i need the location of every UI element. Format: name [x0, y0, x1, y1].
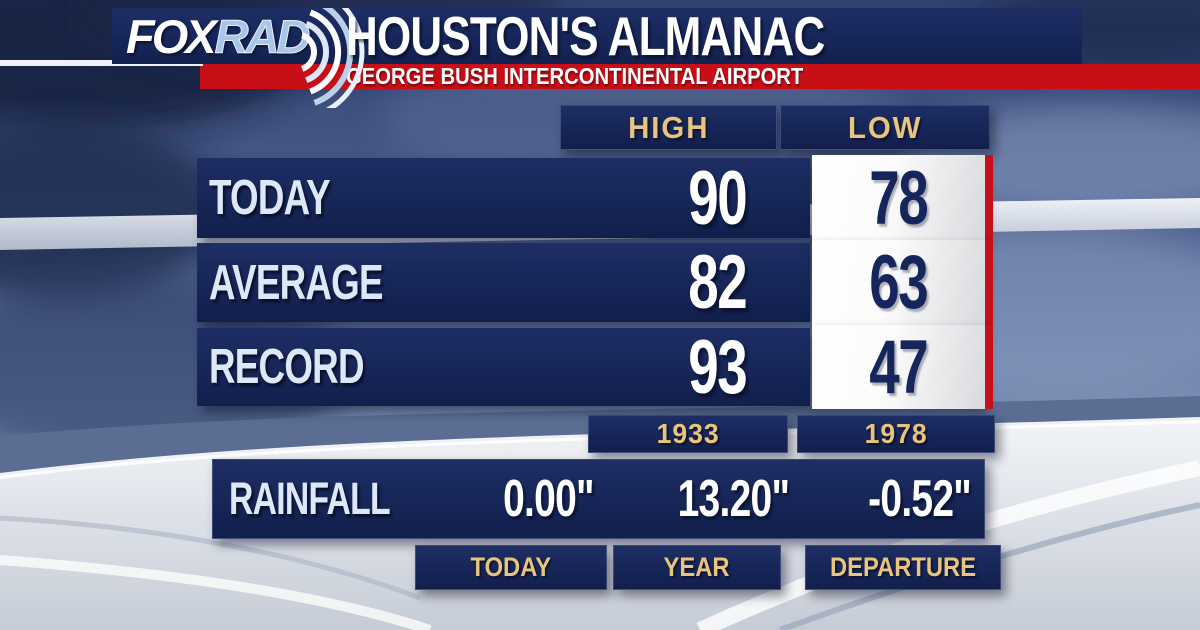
average-high-value: 82 [687, 240, 747, 325]
today-low-value: 78 [869, 155, 928, 241]
record-high-year-box: 1933 [588, 415, 788, 453]
record-high-value: 93 [687, 324, 747, 410]
column-header-low: LOW [780, 105, 990, 150]
subtitle-bar: GEORGE BUSH INTERCONTINENTAL AIRPORT [200, 63, 1200, 89]
row-record-label: RECORD [209, 340, 365, 394]
row-average-navy-panel: AVERAGE 82 [197, 240, 810, 325]
foxrad-logo-bar: FOX RAD [112, 8, 1082, 64]
row-record-navy-panel: RECORD 93 [197, 325, 810, 410]
table-row-record: RECORD 93 47 [197, 324, 993, 410]
column-header-high: HIGH [560, 105, 777, 150]
rainfall-today-value: 0.00" [502, 470, 594, 528]
record-low-box: 47 [812, 324, 985, 410]
rainfall-column-departure-label: DEPARTURE [829, 552, 977, 582]
record-low-value: 47 [869, 324, 928, 410]
record-low-year: 1978 [864, 418, 928, 449]
today-high-value: 90 [687, 155, 747, 241]
column-header-high-label: HIGH [627, 109, 710, 145]
rainfall-column-year: YEAR [613, 545, 781, 590]
row-today-label: TODAY [209, 171, 331, 225]
rainfall-column-today: TODAY [415, 545, 607, 590]
record-low-year-box: 1978 [797, 415, 995, 453]
rainfall-label: RAINFALL [229, 473, 391, 524]
today-low-box: 78 [812, 155, 985, 241]
rainfall-column-today-label: TODAY [470, 552, 552, 582]
row-average-label: AVERAGE [209, 255, 384, 310]
table-row-average: AVERAGE 82 63 [197, 240, 993, 325]
record-high-year: 1933 [656, 418, 720, 449]
red-accent-stripe [985, 240, 993, 325]
fox-logo-text: FOX [126, 9, 217, 63]
rainfall-year-value: 13.20" [677, 470, 789, 528]
station-subtitle: GEORGE BUSH INTERCONTINENTAL AIRPORT [346, 63, 804, 89]
row-today-navy-panel: TODAY 90 [197, 156, 810, 241]
column-header-low-label: LOW [847, 109, 923, 145]
table-row-today: TODAY 90 78 [197, 155, 993, 241]
red-accent-stripe [985, 325, 993, 409]
red-accent-stripe [985, 155, 993, 241]
page-title-wrap: HOUSTON'S ALMANAC [346, 5, 944, 67]
page-title: HOUSTON'S ALMANAC [346, 5, 825, 67]
rad-logo-text: RAD [214, 9, 311, 63]
rainfall-bar: RAINFALL 0.00" 13.20" -0.52" [212, 459, 985, 539]
rainfall-column-departure: DEPARTURE [805, 545, 1001, 590]
radar-arcs-icon [300, 8, 365, 108]
average-low-box: 63 [812, 240, 985, 325]
divider-line [0, 60, 203, 66]
rainfall-departure-value: -0.52" [868, 470, 973, 528]
rainfall-column-year-label: YEAR [663, 552, 730, 582]
average-low-value: 63 [869, 240, 928, 325]
